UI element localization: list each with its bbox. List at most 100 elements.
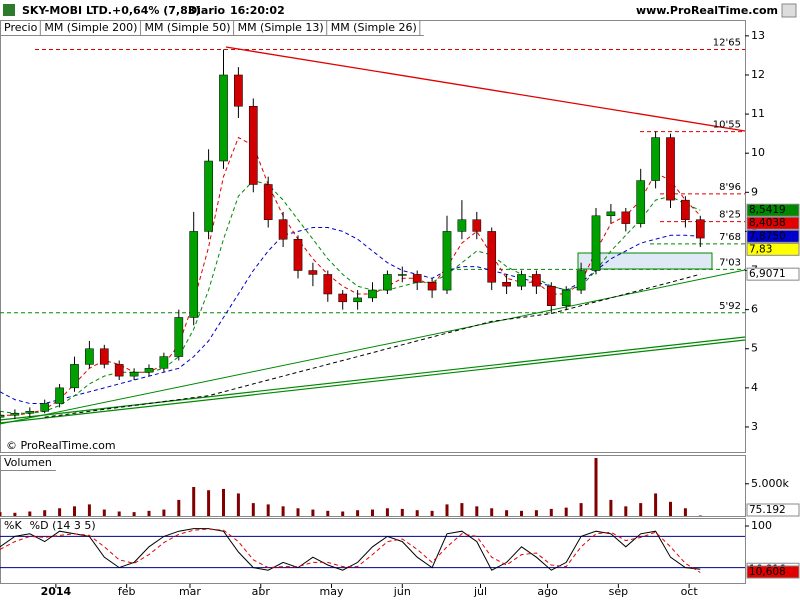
candle-body: [25, 411, 35, 414]
candle-body: [368, 289, 377, 299]
legend-entry: %D (14 3 5): [30, 519, 96, 532]
level-label: 10'55: [713, 120, 741, 131]
time: 16:20:02: [230, 4, 285, 17]
volume-bar: [28, 511, 32, 516]
candle-body: [174, 317, 184, 357]
candle-body: [666, 137, 675, 201]
series-line: [0, 528, 701, 573]
volume-bar: [177, 499, 181, 516]
candle-body: [621, 211, 631, 224]
level-label: 7'68: [719, 232, 741, 243]
volume-bar: [520, 510, 523, 516]
volume-bar: [475, 506, 479, 516]
level-label: 5'92: [719, 301, 741, 312]
volume-bar: [639, 503, 643, 516]
candle-body: [70, 364, 79, 389]
symbol-icon: [3, 4, 15, 16]
value-tag-label: 75.192: [749, 504, 786, 516]
period: Diario: [188, 4, 226, 17]
y-tick-label: 5: [751, 342, 758, 355]
candle-body: [248, 106, 258, 185]
volume-bar: [296, 508, 300, 516]
volume-bar: [0, 512, 2, 516]
candle-body: [681, 199, 690, 220]
panel-title: Volumen: [4, 456, 52, 469]
window-button[interactable]: [781, 3, 797, 18]
value-tag-label: 7,8750: [749, 230, 786, 242]
watermark: © ProRealTime.com: [6, 439, 116, 452]
volume-bar: [505, 510, 509, 516]
trend-line: [0, 339, 746, 424]
volume-bar: [73, 506, 76, 516]
volume-bar: [281, 506, 285, 516]
value-tag: [746, 503, 800, 517]
value-tag: [746, 229, 800, 243]
y-tick-label: 5.000k: [751, 477, 789, 490]
y-tick-label: 6: [751, 303, 758, 316]
volume-bar: [251, 503, 255, 516]
candle-body: [487, 231, 497, 283]
volume-bar: [222, 488, 225, 516]
value-tag: [746, 216, 800, 230]
candle-body: [99, 348, 109, 365]
candle-body: [457, 219, 467, 232]
volume-bar: [683, 508, 687, 516]
candle-body: [338, 293, 348, 303]
volume-bar: [579, 503, 583, 516]
candle-body: [189, 231, 199, 318]
value-tag: [746, 203, 800, 217]
candle-body: [129, 371, 139, 377]
volume-bar: [192, 487, 196, 516]
volume-bar: [594, 458, 598, 516]
candle-body: [532, 274, 541, 287]
y-tick-label: 100: [751, 519, 772, 532]
level-label: 8'25: [719, 210, 741, 221]
x-tick-label: abr: [252, 585, 271, 598]
candle-body: [591, 215, 601, 271]
candle-body: [308, 270, 318, 275]
level-label: 8'96: [719, 182, 741, 193]
value-tag: [746, 267, 800, 281]
legend-entry: MM (Simple 200): [44, 21, 137, 34]
x-tick-label: mar: [179, 585, 201, 598]
candle-body: [427, 282, 437, 291]
value-tag-label: 6,9071: [749, 268, 786, 280]
volume-bar: [534, 510, 538, 516]
candle-body: [502, 282, 511, 287]
volume-bar: [549, 508, 553, 516]
x-tick-label: oct: [681, 585, 699, 598]
zone-box: [577, 252, 713, 270]
stoch-panel: [0, 518, 746, 584]
value-tag-label: 7,83: [749, 243, 772, 255]
candle-body: [293, 238, 303, 271]
volume-bar: [341, 511, 345, 516]
candle-body: [353, 297, 362, 303]
y-tick-label: 11: [751, 107, 765, 120]
volume-bar: [415, 510, 419, 516]
candle-body: [55, 387, 64, 404]
volume-bar: [371, 509, 374, 516]
volume-bar: [132, 512, 136, 516]
candle-body: [204, 160, 213, 232]
candle-body: [695, 219, 705, 239]
x-tick-label: 2014: [41, 585, 72, 598]
candle-body: [234, 74, 243, 107]
candle-body: [219, 74, 228, 162]
x-tick-label: feb: [118, 585, 136, 598]
trend-line: [225, 46, 746, 132]
candle-body: [517, 274, 526, 287]
volume-bar: [430, 510, 434, 516]
volume-bar: [43, 510, 47, 516]
candle-body: [606, 211, 616, 217]
candle-body: [636, 180, 646, 224]
volume-bar: [624, 506, 628, 516]
x-tick-label: sep: [609, 585, 628, 598]
volume-bar: [162, 509, 166, 516]
candle-body: [651, 137, 660, 181]
volume-panel: [0, 455, 746, 517]
volume-bar: [654, 493, 658, 516]
y-tick-label: 12: [751, 68, 765, 81]
candle-body: [546, 285, 556, 306]
